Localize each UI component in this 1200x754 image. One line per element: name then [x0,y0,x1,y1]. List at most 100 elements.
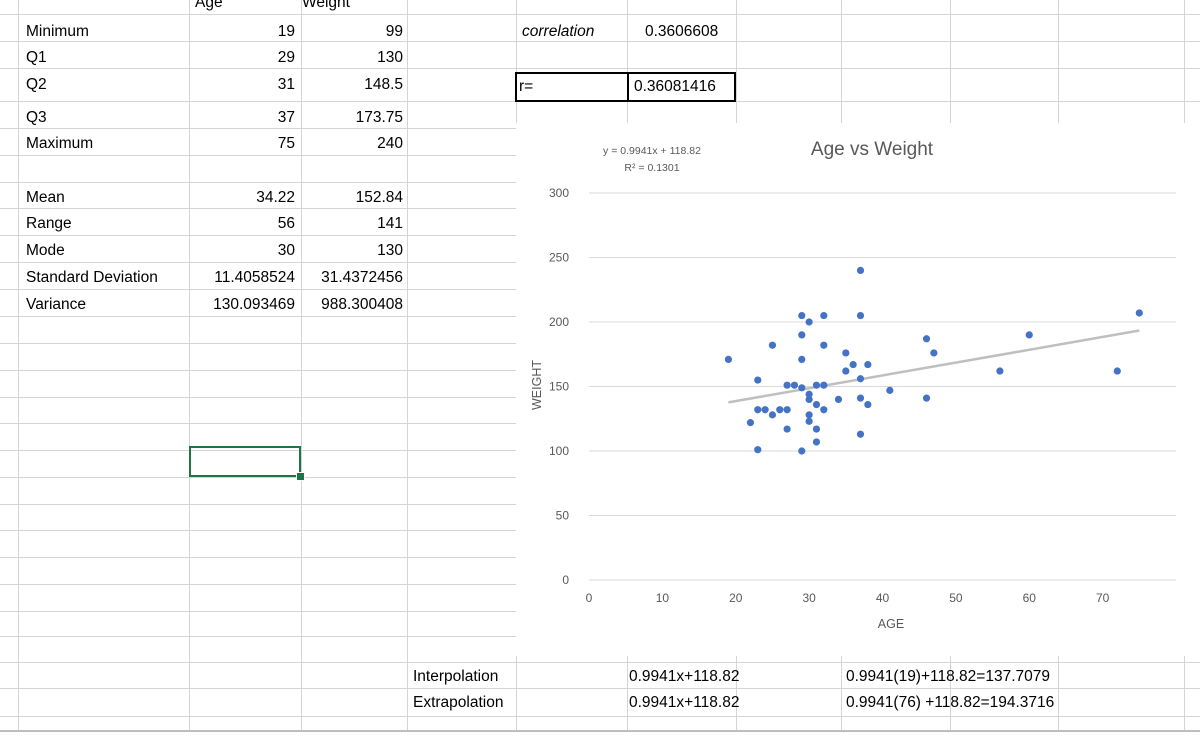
data-point [805,390,813,398]
stat-weight-value[interactable]: 99 [385,23,403,40]
stat-age-value[interactable]: 29 [277,49,295,66]
stat-label[interactable]: Standard Deviation [26,269,158,286]
trendline-equation: y = 0.9941x + 118.82 [603,145,701,157]
x-tick-label: 20 [729,591,743,605]
interpolation-label[interactable]: Interpolation [413,668,499,685]
stat-age-value[interactable]: 37 [277,109,295,126]
stat-label[interactable]: Variance [26,296,87,313]
row-gridline [0,68,1200,69]
data-point [798,331,806,339]
data-point [856,311,865,320]
extrapolation-label[interactable]: Extrapolation [413,694,504,711]
stat-label[interactable]: Range [26,215,72,232]
stat-age-value[interactable]: 130.093469 [213,296,295,313]
stat-weight-value[interactable]: 31.4372456 [321,269,403,286]
data-point [768,341,777,349]
stat-age-value[interactable]: 11.4058524 [214,269,295,286]
spreadsheet[interactable]: Age Weight Minimum 19 99 Q1 29 130 Q2 31 148.5 Q3… [0,0,1200,730]
stat-weight-value[interactable]: 130 [377,49,403,66]
extrapolation-result[interactable]: 0.9941(76) +118.82=194.3716 [846,694,1055,711]
data-point [768,411,777,419]
data-point [805,395,813,403]
x-tick-label: 10 [656,591,670,605]
selected-cell[interactable] [189,446,301,477]
header-weight[interactable]: Weight [302,0,350,11]
data-point [783,406,791,414]
row-gridline [0,14,1200,15]
data-point [849,360,857,369]
stat-age-value[interactable]: 34.22 [256,189,295,206]
x-tick-label: 70 [1096,591,1110,605]
data-point [842,367,850,375]
header-age[interactable]: Age [195,0,223,11]
data-point [812,425,821,433]
stat-label[interactable]: Maximum [26,135,94,152]
y-axis-label: WEIGHT [530,360,544,410]
data-point [798,384,806,392]
data-point [761,406,769,414]
stat-age-value[interactable]: 30 [277,242,295,259]
stat-label[interactable]: Q1 [26,49,47,66]
stat-age-value[interactable]: 19 [277,23,295,40]
x-tick-label: 50 [949,591,963,605]
stat-weight-value[interactable]: 240 [377,135,403,152]
data-point [856,266,865,274]
correlation-value[interactable]: 0.3606608 [645,23,719,40]
row-gridline [0,716,1200,717]
interpolation-formula[interactable]: 0.9941x+118.82 [629,668,740,685]
x-axis-label: AGE [878,617,904,631]
data-point [856,375,865,383]
stat-label[interactable]: Minimum [26,23,89,40]
chart-title: Age vs Weight [811,139,934,160]
data-point [922,394,931,402]
data-point [996,367,1004,375]
data-point [856,430,865,438]
row-gridline [0,41,1200,42]
data-point [805,417,813,425]
data-point [754,446,762,454]
correlation-label[interactable]: correlation [522,23,595,40]
data-point [930,349,938,357]
data-point [820,341,828,349]
stat-weight-value[interactable]: 130 [377,242,403,259]
column-gridline [407,0,408,730]
stat-age-value[interactable]: 31 [277,76,295,93]
data-point [922,335,931,343]
x-tick-label: 0 [586,591,593,605]
data-point [783,425,791,433]
stat-label[interactable]: Q3 [26,109,47,126]
extrapolation-formula[interactable]: 0.9941x+118.82 [629,694,740,711]
stat-label[interactable]: Mean [26,189,65,206]
stat-label[interactable]: Mode [26,242,65,259]
data-point [783,381,791,389]
data-point [776,406,784,414]
data-point [798,311,806,320]
chart-canvas: 0 50 100 150 200 250 300 0 10 20 30 40 50 60 70 Age vs … [530,139,1176,631]
stat-age-value[interactable]: 56 [277,215,295,232]
stat-weight-value[interactable]: 141 [377,215,403,232]
data-point [746,419,755,427]
stat-weight-value[interactable]: 148.5 [364,76,403,93]
data-point [724,355,733,364]
r-label[interactable]: r= [519,78,534,95]
data-point [805,318,813,326]
stat-weight-value[interactable]: 152.84 [355,189,403,206]
data-point [1025,331,1033,339]
stat-weight-value[interactable]: 173.75 [355,109,403,126]
data-point [754,406,762,414]
r-value[interactable]: 0.36081416 [634,78,716,95]
y-tick-label: 250 [549,251,569,265]
data-point [812,400,821,409]
data-point [798,355,806,364]
y-tick-label: 100 [549,444,569,458]
scatter-chart[interactable]: 0 50 100 150 200 250 300 0 10 20 30 40 50 60 70 Age vs … [516,123,1200,656]
stat-weight-value[interactable]: 988.300408 [321,296,403,313]
stat-age-value[interactable]: 75 [277,135,295,152]
fill-handle[interactable] [296,472,305,481]
column-gridline [18,0,19,730]
stat-label[interactable]: Q2 [26,76,47,93]
interpolation-result[interactable]: 0.9941(19)+118.82=137.7079 [846,668,1050,685]
row-gridline [0,688,1200,689]
bottom-bar [0,730,1200,754]
data-point [1113,367,1121,375]
